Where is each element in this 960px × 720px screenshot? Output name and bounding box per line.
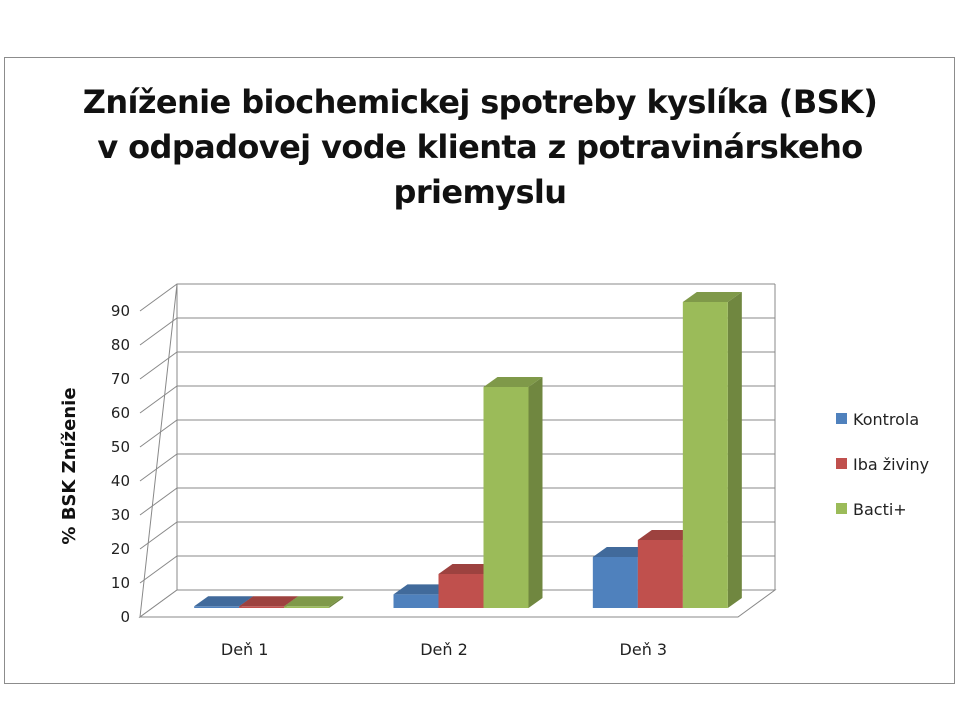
legend-swatch — [836, 413, 847, 424]
bar-top — [592, 547, 652, 557]
y-tick-90: 90 — [111, 302, 130, 320]
y-tick-30: 30 — [111, 506, 130, 524]
gridline-10 — [139, 555, 775, 584]
y-tick-0: 0 — [120, 608, 130, 626]
legend-item-Bacti+: Bacti+ — [836, 500, 907, 519]
gridline-70 — [139, 351, 775, 380]
legend-swatch — [836, 503, 847, 514]
gridline-40 — [139, 453, 775, 482]
bar-side — [528, 377, 543, 608]
bar-top — [194, 596, 254, 607]
legend: Kontrola Iba živiny Bacti+ — [836, 410, 929, 519]
x-tick-Deň 2: Deň 2 — [420, 640, 468, 659]
y-axis-label: % BSK Zníženie — [59, 387, 80, 544]
x-tick-Deň 1: Deň 1 — [221, 640, 269, 659]
legend-item-Kontrola: Kontrola — [836, 410, 919, 429]
bar-front — [393, 594, 439, 608]
bar-top — [438, 564, 498, 574]
gridline-20 — [139, 521, 775, 550]
bar-side — [727, 292, 742, 608]
x-tick-Deň 3: Deň 3 — [620, 640, 668, 659]
bar-front — [438, 574, 484, 608]
bar-top — [682, 292, 742, 302]
chart-title: Zníženie biochemickej spotreby kyslíka (… — [0, 80, 960, 215]
gridline-30 — [139, 487, 775, 516]
bar-Bacti+-Deň 3 — [682, 292, 742, 608]
legend-label: Kontrola — [853, 410, 919, 429]
bar-top — [483, 377, 543, 387]
y-tick-10: 10 — [111, 574, 130, 592]
bar-top — [284, 596, 344, 607]
bar-Bacti+-Deň 2 — [483, 377, 543, 608]
y-tick-70: 70 — [111, 370, 130, 388]
gridlines — [139, 283, 775, 584]
y-tick-labels: 0 10 20 30 40 50 60 70 80 90 — [111, 302, 130, 626]
legend-label: Iba živiny — [853, 455, 929, 474]
gridline-90 — [139, 283, 775, 312]
y-tick-20: 20 — [111, 540, 130, 558]
bar-front — [682, 302, 728, 608]
bar-front — [592, 557, 638, 608]
x-category-labels: Deň 1 Deň 2 Deň 3 — [221, 640, 667, 659]
y-tick-80: 80 — [111, 336, 130, 354]
bar-front — [284, 606, 330, 608]
bar-top — [239, 596, 299, 607]
bar-front — [194, 606, 240, 608]
bar-front — [239, 606, 285, 608]
gridline-60 — [139, 385, 775, 414]
gridline-80 — [139, 317, 775, 346]
chart-title-line-1: Zníženie biochemickej spotreby kyslíka (… — [82, 83, 878, 121]
bar-front — [637, 540, 683, 608]
y-tick-60: 60 — [111, 404, 130, 422]
chart-title-line-2: v odpadovej vode klienta z potravinárske… — [97, 128, 863, 166]
legend-label: Bacti+ — [853, 500, 907, 519]
side-wall — [139, 283, 178, 619]
chart-title-line-3: priemyslu — [393, 173, 568, 211]
bars — [194, 292, 742, 608]
bar-top — [637, 530, 697, 540]
y-tick-40: 40 — [111, 472, 130, 490]
y-tick-50: 50 — [111, 438, 130, 456]
gridline-50 — [139, 419, 775, 448]
bar-Bacti+-Deň 1 — [284, 596, 344, 608]
legend-item-Iba živiny: Iba živiny — [836, 455, 929, 474]
legend-swatch — [836, 458, 847, 469]
bar-top — [393, 584, 453, 595]
bar-front — [483, 387, 529, 608]
bar-side — [329, 596, 344, 608]
